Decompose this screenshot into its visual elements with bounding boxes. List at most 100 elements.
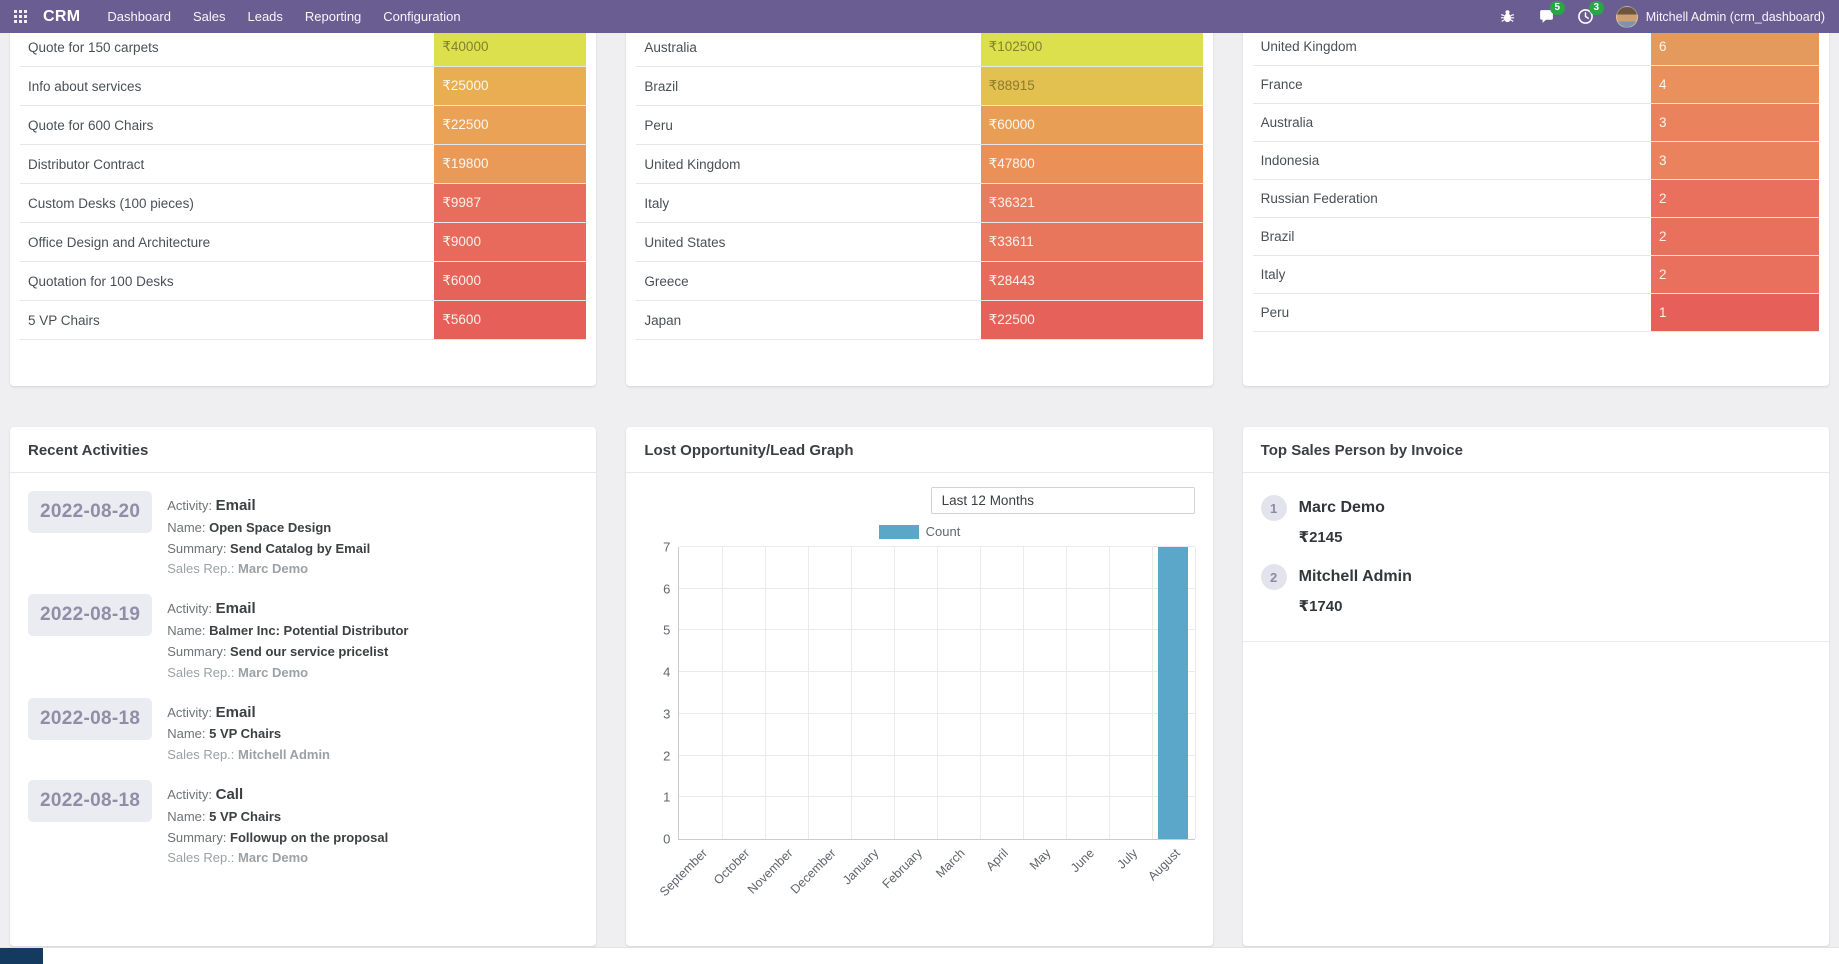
row-value: ₹47800	[980, 144, 1203, 184]
nav-item-sales[interactable]: Sales	[192, 9, 226, 24]
divider	[1242, 641, 1829, 642]
app-name[interactable]: CRM	[43, 7, 81, 25]
x-axis-label: June	[1067, 846, 1097, 876]
legend-swatch	[878, 524, 919, 539]
lost-graph-title: Lost Opportunity/Lead Graph	[626, 427, 1213, 473]
country-count-card: United Kingdom 6 France 4 Australia 3 Indonesi…	[1242, 27, 1829, 386]
row-value: 1	[1650, 293, 1819, 332]
row-label: Quotation for 100 Desks	[20, 261, 435, 301]
row-value: ₹22500	[434, 105, 587, 145]
x-axis-label: August	[1145, 846, 1184, 884]
messages-badge: 5	[1549, 0, 1565, 15]
row-label: Brazil	[1252, 217, 1651, 256]
country-revenue-table: Australia ₹102500 Brazil ₹88915 Peru ₹60000 Un…	[636, 27, 1203, 340]
y-axis-label: 0	[663, 831, 671, 847]
table-row: Quote for 150 carpets ₹40000	[20, 27, 587, 67]
apps-menu-icon[interactable]	[14, 10, 27, 23]
gridline-horizontal	[679, 546, 1195, 547]
activity-detail-line: Sales Rep.: Marc Demo	[167, 561, 309, 577]
sales-person-list: 1 Marc Demo ₹2145 2 Mitchell Admin ₹1740	[1243, 473, 1829, 621]
nav-item-leads[interactable]: Leads	[247, 9, 283, 24]
activity-item: 2022-08-18 Activity: Email Name: 5 VP Chai…	[28, 697, 578, 767]
gridline-vertical	[979, 547, 981, 839]
x-axis-label: February	[879, 846, 925, 892]
nav-item-dashboard[interactable]: Dashboard	[107, 9, 171, 24]
gridline-vertical	[894, 547, 896, 839]
row-value: ₹22500	[980, 300, 1203, 340]
row-label: Japan	[636, 300, 981, 340]
months-filter-select[interactable]: Last 12 Months	[930, 487, 1195, 514]
row-value: ₹9987	[434, 183, 587, 223]
top-opportunities-card: Quote for 150 carpets ₹40000 Info about se…	[10, 27, 597, 386]
gridline-vertical	[851, 547, 853, 839]
activities-badge: 3	[1588, 0, 1604, 15]
footer-box	[0, 948, 43, 964]
y-axis-label: 1	[663, 789, 671, 805]
activity-detail-line: Activity: Call	[167, 786, 244, 803]
activity-detail-line: Summary: Send Catalog by Email	[167, 540, 371, 556]
table-row: 5 VP Chairs ₹5600	[20, 300, 587, 340]
bottom-strip	[0, 947, 1839, 964]
lost-opportunity-graph-card: Lost Opportunity/Lead Graph Last 12 Mont…	[626, 427, 1213, 946]
row-label: Australia	[636, 27, 981, 67]
table-row: Italy 2	[1252, 255, 1819, 294]
row-label: Distributor Contract	[20, 144, 435, 184]
chart-legend: Count	[644, 524, 1194, 539]
x-axis-label: October	[711, 846, 753, 888]
row-value: 2	[1650, 217, 1819, 256]
gridline-vertical	[1108, 547, 1110, 839]
activity-date: 2022-08-19	[28, 594, 153, 637]
activity-detail-line: Summary: Followup on the proposal	[167, 829, 389, 845]
row-label: Quote for 150 carpets	[20, 27, 435, 67]
row-label: France	[1252, 65, 1651, 104]
row-value: ₹25000	[434, 66, 587, 106]
activity-detail-line: Activity: Email	[167, 600, 256, 618]
debug-icon[interactable]	[1499, 8, 1517, 26]
x-axis-labels: September October November December January F…	[657, 840, 1194, 904]
activity-detail-line: Name: 5 VP Chairs	[167, 726, 282, 742]
x-axis-label: July	[1114, 846, 1141, 872]
x-axis-label: May	[1027, 846, 1054, 873]
messages-icon[interactable]: 5	[1538, 0, 1565, 26]
row-label: Brazil	[636, 66, 981, 106]
sales-person-amount: ₹1740	[1298, 598, 1343, 615]
activity-detail-line: Summary: Send our service pricelist	[167, 643, 389, 659]
gridline-vertical	[765, 547, 767, 839]
activities-icon[interactable]: 3	[1577, 0, 1604, 26]
nav-item-configuration[interactable]: Configuration	[383, 9, 461, 24]
top-navbar: CRM Dashboard Sales Leads Reporting Configur…	[0, 0, 1839, 33]
sales-person-amount: ₹2145	[1298, 529, 1343, 546]
table-row: Office Design and Architecture ₹9000	[20, 222, 587, 262]
row-label: Peru	[636, 105, 981, 145]
x-axis-label: December	[788, 846, 839, 897]
x-axis-label: November	[745, 846, 796, 897]
row-value: 2	[1650, 179, 1819, 218]
row-label: Russian Federation	[1252, 179, 1651, 218]
row-label: Quote for 600 Chairs	[20, 105, 435, 145]
y-axis-label: 3	[663, 706, 671, 722]
table-row: Brazil 2	[1252, 217, 1819, 256]
row-label: Info about services	[20, 66, 435, 106]
y-axis-label: 2	[663, 748, 671, 764]
table-row: Quotation for 100 Desks ₹6000	[20, 261, 587, 301]
activity-item: 2022-08-20 Activity: Email Name: Open Spac…	[28, 491, 578, 581]
row-value: ₹5600	[434, 300, 587, 340]
row-value: ₹33611	[980, 222, 1203, 262]
row-label: Italy	[1252, 255, 1651, 294]
sales-person-item: 2 Mitchell Admin ₹1740	[1260, 552, 1811, 621]
row-value: ₹40000	[434, 27, 587, 67]
y-axis-label: 4	[663, 664, 671, 680]
top-sales-person-card: Top Sales Person by Invoice 1 Marc Demo ₹2…	[1242, 427, 1829, 946]
activity-date: 2022-08-18	[28, 697, 153, 740]
nav-item-reporting[interactable]: Reporting	[304, 9, 362, 24]
row-value: ₹19800	[434, 144, 587, 184]
table-row: Peru 1	[1252, 293, 1819, 332]
legend-label: Count	[925, 524, 961, 539]
user-menu[interactable]: Mitchell Admin (crm_dashboard)	[1615, 5, 1825, 28]
rank-badge: 2	[1260, 564, 1287, 590]
y-axis-label: 5	[663, 622, 671, 638]
row-label: Custom Desks (100 pieces)	[20, 183, 435, 223]
gridline-vertical	[1194, 547, 1196, 839]
row-label: United Kingdom	[636, 144, 981, 184]
chat-bubble-icon	[1540, 10, 1554, 23]
